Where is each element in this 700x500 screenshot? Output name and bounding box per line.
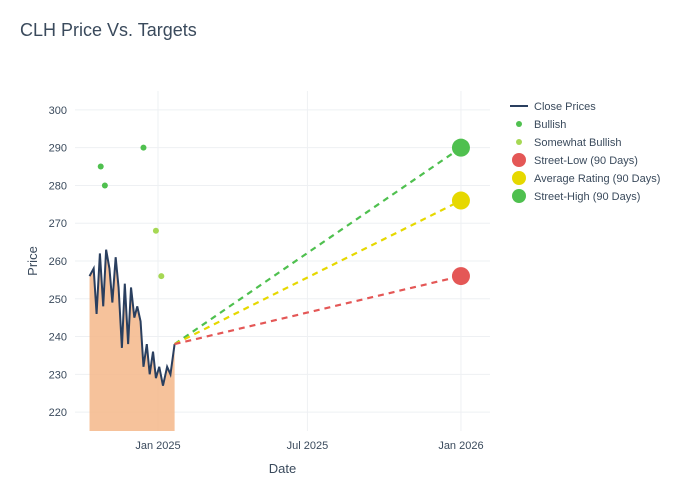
ytick-label: 250 — [49, 294, 67, 306]
somewhat-bullish-marker — [158, 273, 164, 279]
bullish-marker — [98, 164, 104, 170]
xtick-label: Jan 2025 — [135, 440, 180, 452]
chart-svg: 220 230 240 250 260 270 280 290 300 Jan 2025 Jul 2… — [20, 51, 680, 491]
legend-dot-icon — [512, 153, 526, 167]
projection-low-line — [175, 276, 461, 344]
legend-label: Street-High (90 Days) — [534, 191, 640, 203]
xtick-label: Jan 2026 — [438, 440, 483, 452]
legend-label: Street-Low (90 Days) — [534, 155, 638, 167]
legend-dot-icon — [512, 171, 526, 185]
legend-label: Bullish — [534, 119, 566, 131]
chart-area: 220 230 240 250 260 270 280 290 300 Jan 2025 Jul 2… — [20, 51, 680, 491]
chart-container: CLH Price Vs. Targets 220 230 240 250 260 270… — [0, 0, 700, 500]
projection-avg-line — [175, 201, 461, 345]
projection-high-marker — [452, 139, 470, 157]
projection-high-line — [175, 148, 461, 344]
x-axis-label: Date — [269, 461, 296, 476]
ytick-label: 220 — [49, 407, 67, 419]
y-axis-label: Price — [25, 246, 40, 276]
legend-label: Somewhat Bullish — [534, 137, 621, 149]
ytick-label: 290 — [49, 143, 67, 155]
legend-dot-icon — [512, 189, 526, 203]
bullish-marker — [102, 182, 108, 188]
chart-title: CLH Price Vs. Targets — [20, 20, 690, 41]
projection-avg-marker — [452, 192, 470, 210]
legend-label: Close Prices — [534, 101, 596, 113]
somewhat-bullish-marker — [153, 228, 159, 234]
legend-label: Average Rating (90 Days) — [534, 173, 660, 185]
legend-dot-icon — [516, 121, 522, 127]
ytick-label: 230 — [49, 369, 67, 381]
ytick-label: 300 — [49, 105, 67, 117]
bullish-marker — [140, 145, 146, 151]
legend-dot-icon — [516, 139, 522, 145]
projection-low-marker — [452, 267, 470, 285]
xtick-label: Jul 2025 — [287, 440, 329, 452]
ytick-label: 260 — [49, 256, 67, 268]
ytick-label: 240 — [49, 332, 67, 344]
ytick-label: 280 — [49, 180, 67, 192]
ytick-label: 270 — [49, 218, 67, 230]
